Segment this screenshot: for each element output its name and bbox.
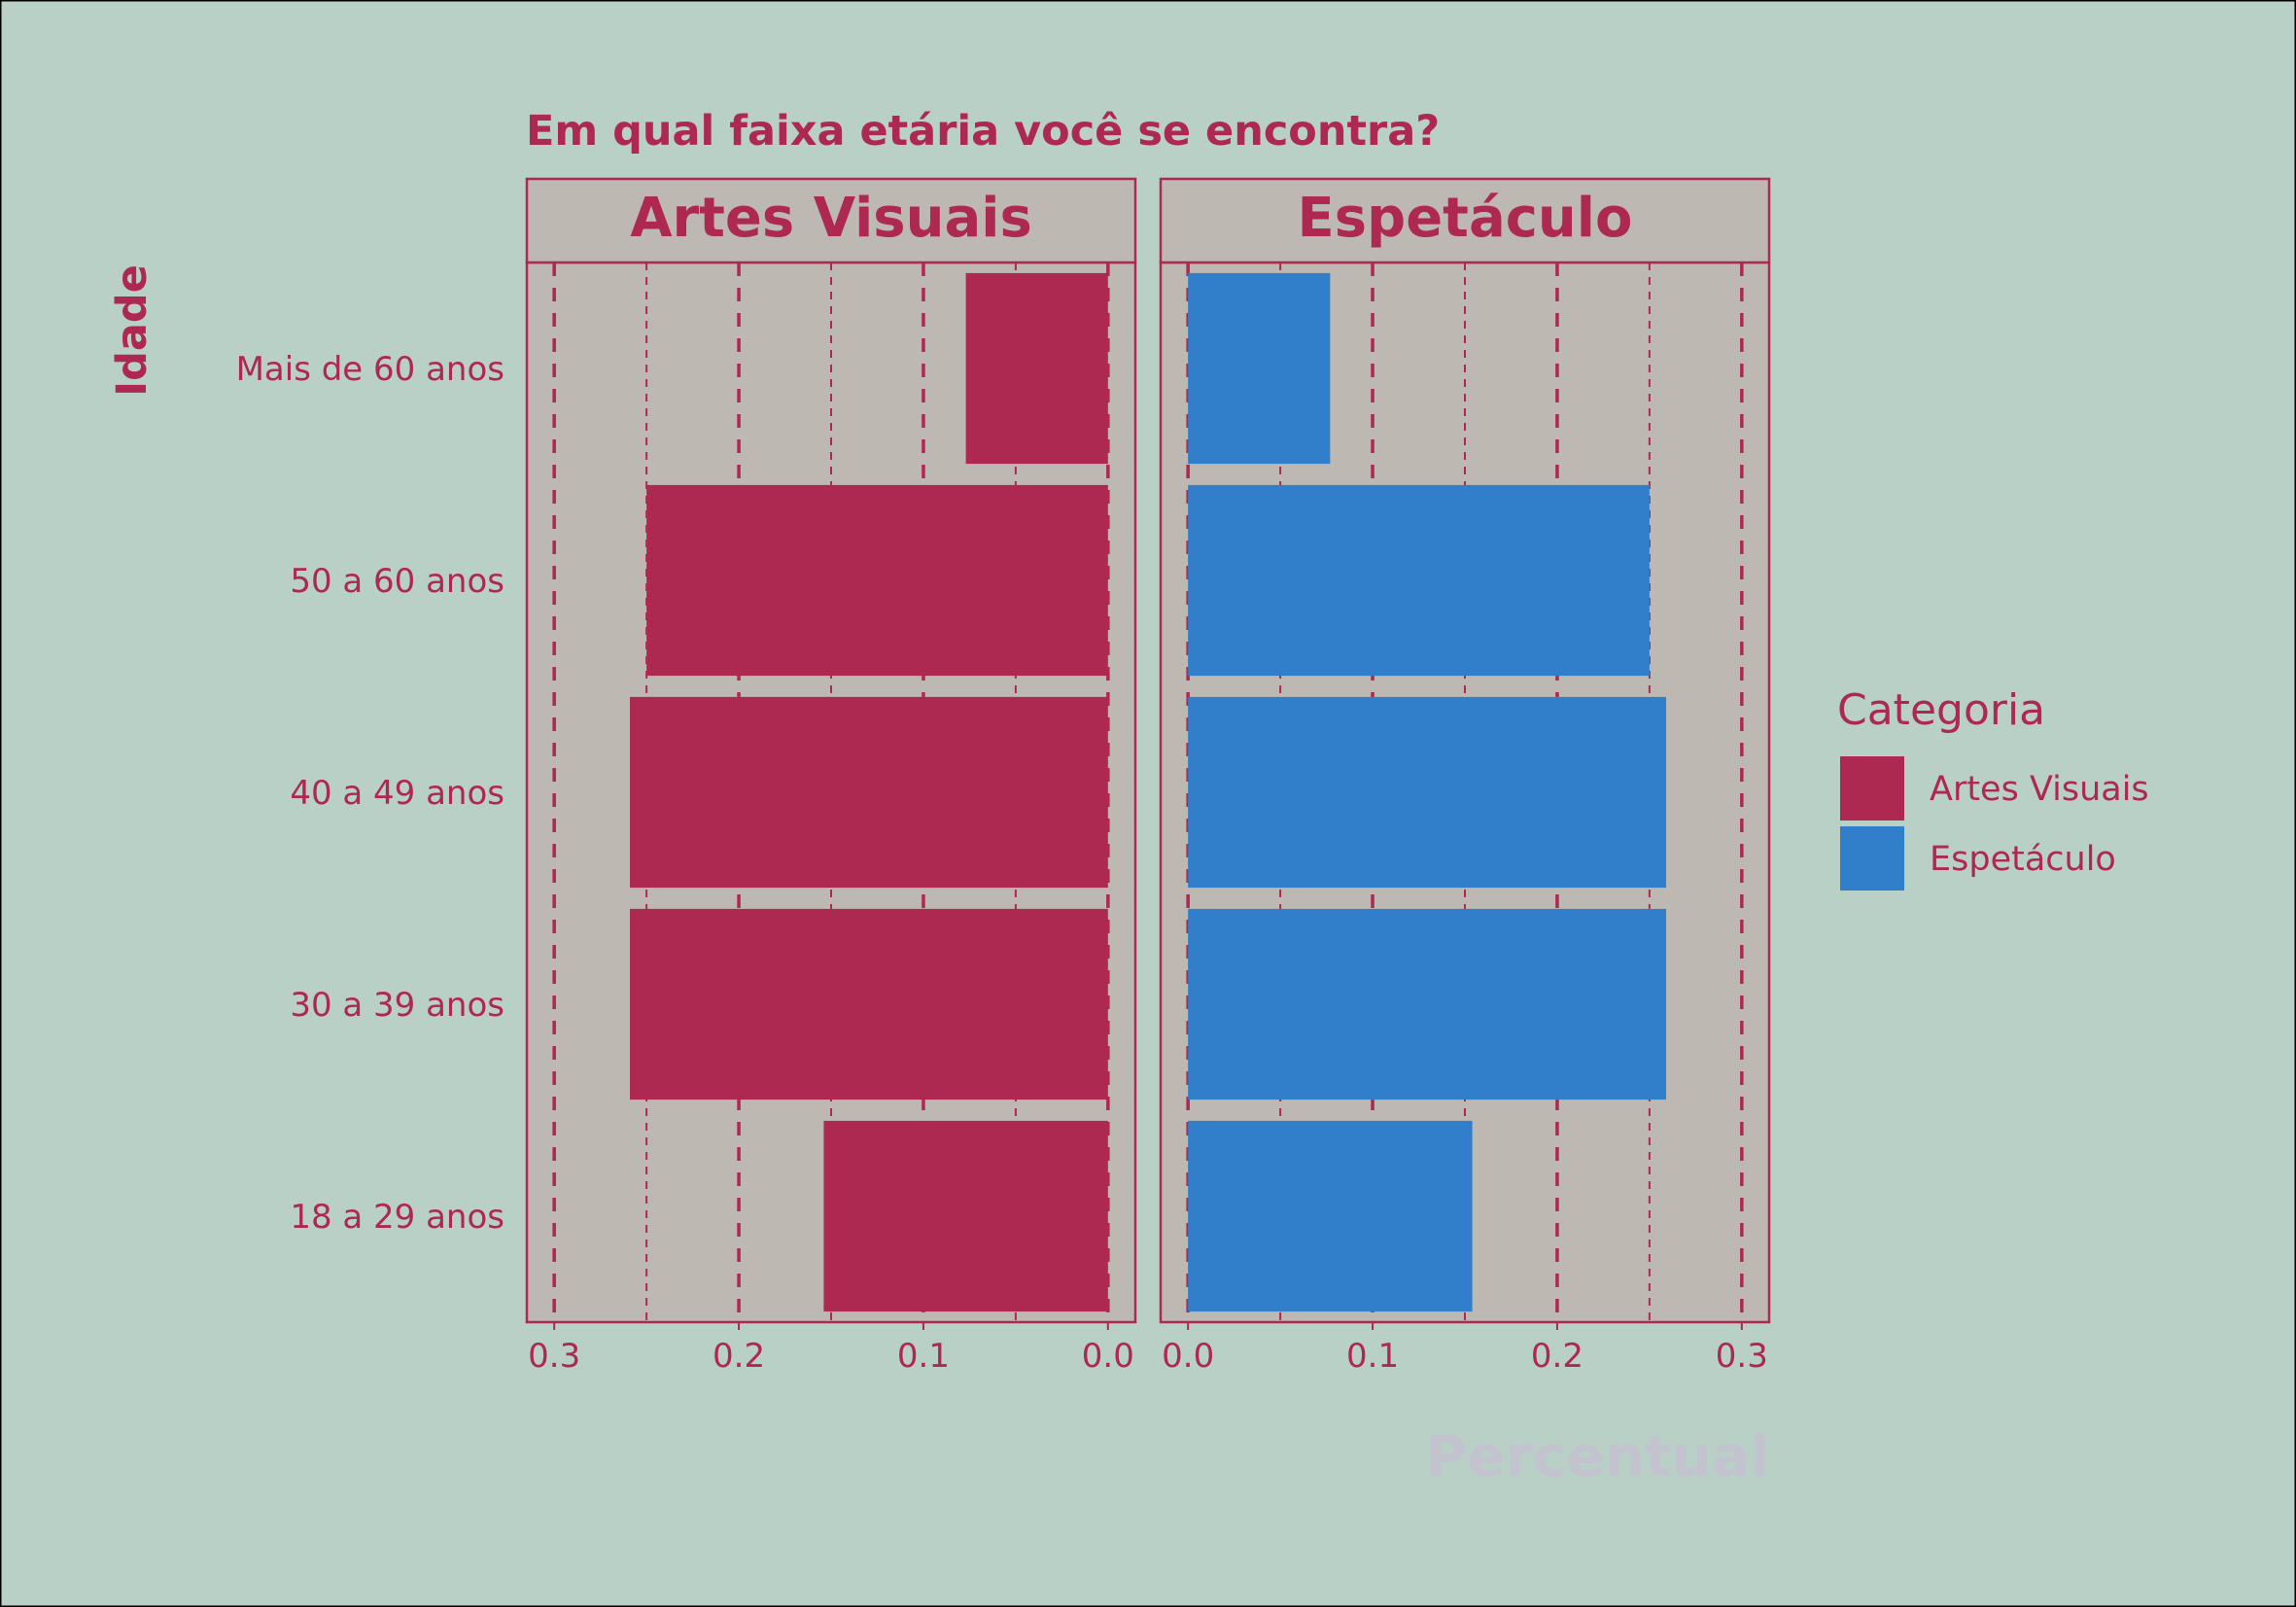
bar	[1188, 1120, 1473, 1312]
x-axis-title: Percentual	[1426, 1423, 1770, 1489]
y-tick-label: Mais de 60 anos	[236, 350, 504, 389]
x-tick-label: 0.1	[897, 1337, 950, 1376]
x-tick-label: 0.1	[1346, 1337, 1399, 1376]
bar	[646, 484, 1108, 677]
bar	[1188, 908, 1666, 1100]
legend-swatch	[1840, 756, 1904, 821]
x-tick-label: 0.3	[1716, 1337, 1768, 1376]
y-axis-labels: 18 a 29 anos 30 a 39 anos 40 a 49 anos 50 a…	[236, 350, 504, 1237]
legend-label: Espetáculo	[1930, 840, 2116, 879]
chart-panels: Artes Visuais 0.0 0.1 0.2 0.3 Espetáculo 0.0 0.…	[525, 177, 1771, 1376]
legend-title: Categoria	[1837, 685, 2045, 735]
x-tick-label: 0.2	[713, 1337, 765, 1376]
bar	[630, 908, 1108, 1100]
y-tick-label: 40 a 49 anos	[290, 774, 504, 813]
y-axis-title: Idade	[108, 264, 157, 397]
y-tick-label: 30 a 39 anos	[290, 986, 504, 1025]
x-tick-label: 0.2	[1531, 1337, 1583, 1376]
legend: Categoria Artes Visuais Espetáculo	[1837, 685, 2149, 891]
bar	[1188, 484, 1650, 677]
x-tick-label: 0.0	[1082, 1337, 1134, 1376]
legend-swatch	[1840, 826, 1904, 891]
chart-title: Em qual faixa etária você se encontra?	[526, 107, 1440, 156]
bar	[823, 1120, 1108, 1312]
panel-strip	[525, 177, 1137, 264]
y-tick-label: 50 a 60 anos	[290, 562, 504, 601]
panel-strip	[1159, 177, 1771, 264]
x-tick-label: 0.3	[528, 1337, 580, 1376]
x-tick-label: 0.0	[1162, 1337, 1214, 1376]
bar	[1188, 272, 1331, 465]
bar	[1188, 696, 1666, 889]
panel-strip-label: Artes Visuais	[630, 187, 1032, 250]
panel-strip-label: Espetáculo	[1298, 187, 1633, 250]
panel-artes-visuais: Artes Visuais 0.0 0.1 0.2 0.3	[525, 177, 1137, 1376]
panel-espetaculo: Espetáculo 0.0 0.1 0.2 0.3	[1159, 177, 1771, 1376]
legend-label: Artes Visuais	[1930, 770, 2149, 809]
bar	[630, 696, 1108, 889]
y-tick-label: 18 a 29 anos	[290, 1198, 504, 1237]
bar	[965, 272, 1108, 465]
